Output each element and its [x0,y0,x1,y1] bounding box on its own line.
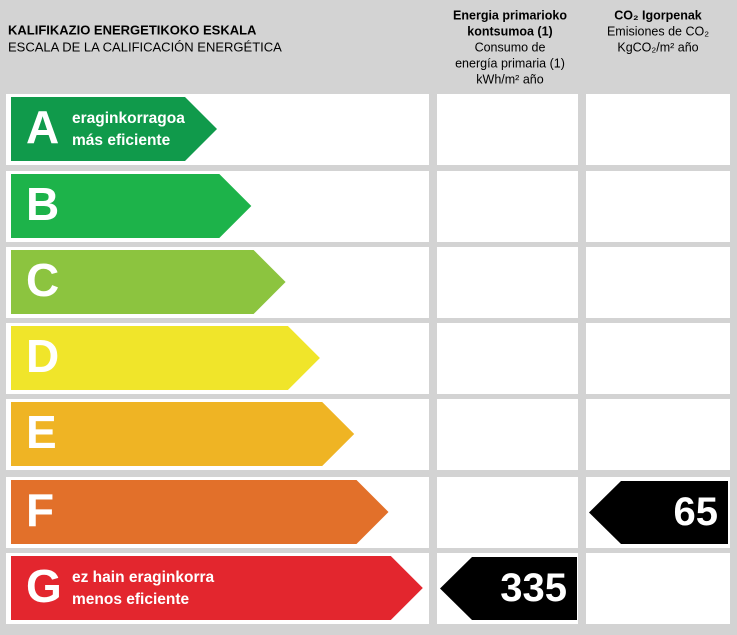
rating-arrow [11,250,286,314]
title: KALIFIKAZIO ENERGETIKOKO ESKALA [8,22,257,37]
column-subtitle: Emisiones de CO₂ [607,24,709,38]
indicator-value: 65 [674,490,719,534]
primary-cell [437,247,578,318]
co2-cell [586,399,730,470]
co2-cell [586,247,730,318]
column-subtitle: KgCO₂/m² año [617,40,698,54]
rating-arrow [11,174,252,238]
rating-arrow [11,556,423,620]
column-title: CO₂ Igorpenak [614,8,702,22]
indicator-arrow [589,481,728,544]
column-subtitle: energía primaria (1) [455,56,565,70]
rating-letter: C [26,254,59,306]
rating-letter: A [26,101,59,153]
column-subtitle: Consumo de [475,40,546,54]
co2-cell [586,553,730,624]
rating-letter: B [26,178,59,230]
rating-arrow [11,326,320,390]
rating-text: más eficiente [72,132,171,149]
rating-arrow [11,480,389,544]
indicator-arrow [440,557,577,620]
rating-text: menos eficiente [72,591,190,608]
primary-cell [437,171,578,242]
primary-cell [437,477,578,548]
rating-letter: G [26,560,62,612]
primary-cell [437,94,578,165]
co2-cell [586,323,730,394]
rating-letter: F [26,484,54,536]
subtitle: ESCALA DE LA CALIFICACIÓN ENERGÉTICA [8,39,282,54]
column-subtitle: kWh/m² año [476,72,543,86]
rating-letter: E [26,406,57,458]
rating-text: ez hain eraginkorra [72,569,215,586]
rating-letter: D [26,330,59,382]
primary-cell [437,399,578,470]
co2-cell [586,171,730,242]
column-title: kontsumoa (1) [467,24,552,38]
rating-text: eraginkorragoa [72,110,185,127]
co2-cell [586,94,730,165]
indicator-value: 335 [500,566,567,610]
rating-arrow [11,402,355,466]
primary-cell [437,323,578,394]
column-title: Energia primarioko [453,8,567,22]
rating-arrow [11,97,217,161]
